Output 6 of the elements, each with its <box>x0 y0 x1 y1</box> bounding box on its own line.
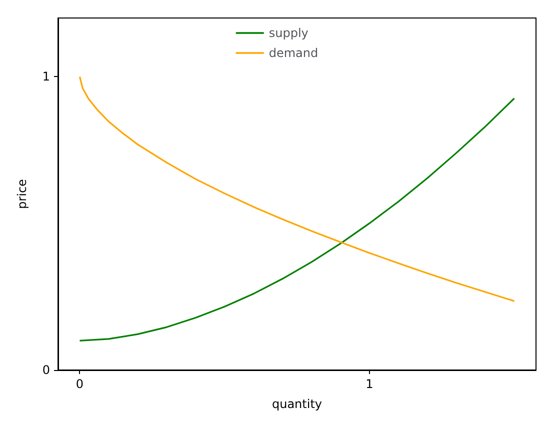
legend-label: demand <box>268 46 318 60</box>
line-series <box>78 98 516 342</box>
x-axis-title: quantity <box>272 397 322 411</box>
legend-label: supply <box>268 26 308 40</box>
y-axis-title: price <box>15 179 29 209</box>
line-series <box>78 76 516 302</box>
